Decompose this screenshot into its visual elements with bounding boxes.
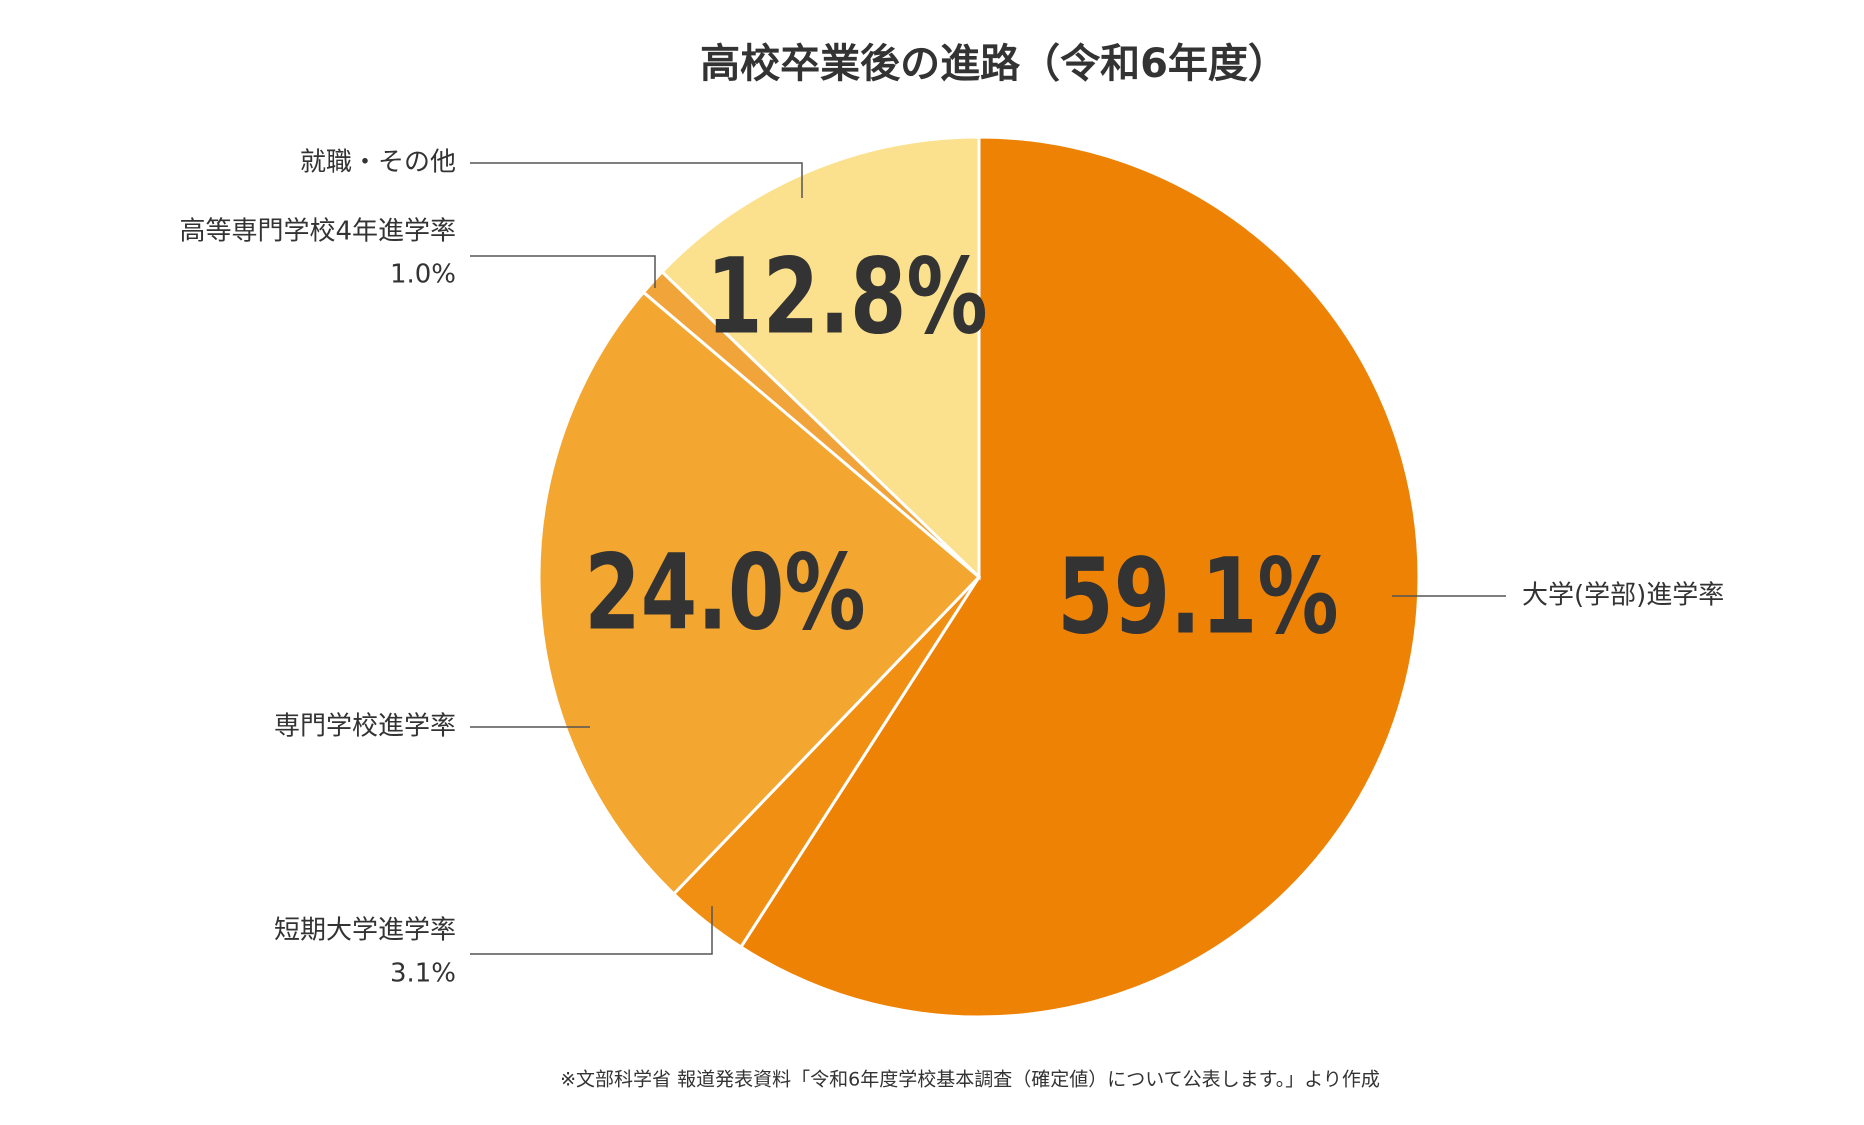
value-label: 3.1% bbox=[390, 959, 456, 989]
pie-slice bbox=[738, 135, 1421, 1019]
category-label: 就職・その他 bbox=[300, 148, 456, 178]
category-label: 短期大学進学率 bbox=[274, 916, 456, 946]
category-label: 大学(学部)進学率 bbox=[1522, 581, 1724, 611]
pie-slice bbox=[537, 290, 982, 897]
category-label: 高等専門学校4年進学率 bbox=[179, 217, 456, 247]
chart-title: 高校卒業後の進路（令和6年度） bbox=[700, 41, 1288, 87]
source-note: ※文部科学省 報道発表資料「令和6年度学校基本調査（確定値）について公表します。… bbox=[560, 1069, 1380, 1091]
leader-line bbox=[470, 906, 713, 955]
category-label: 専門学校進学率 bbox=[274, 712, 456, 742]
value-label: 24.0% bbox=[584, 531, 865, 653]
pie-slice bbox=[659, 135, 981, 581]
value-label: 59.1% bbox=[1057, 535, 1338, 657]
value-label: 12.8% bbox=[706, 235, 987, 357]
value-label: 1.0% bbox=[390, 260, 456, 290]
leader-line bbox=[470, 162, 803, 198]
leader-line bbox=[470, 255, 656, 288]
